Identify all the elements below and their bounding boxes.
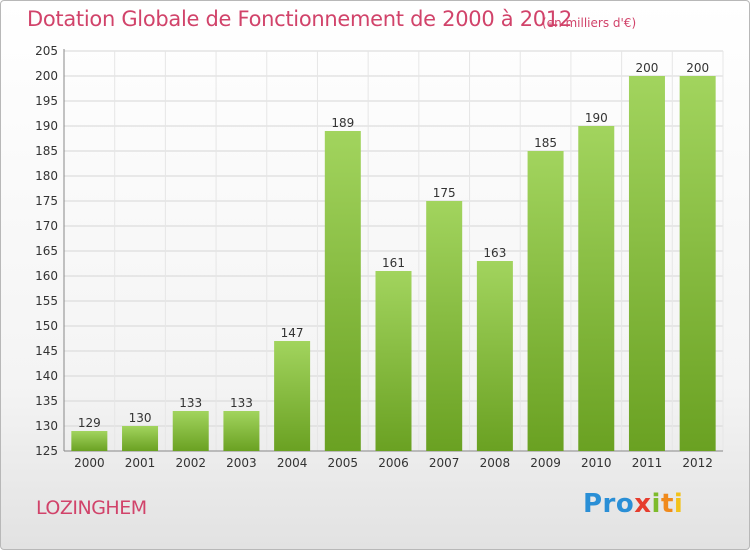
bar xyxy=(71,431,108,451)
y-tick-label: 160 xyxy=(35,269,58,283)
bar-value-label: 133 xyxy=(230,396,253,410)
bar xyxy=(628,76,665,451)
y-tick-label: 130 xyxy=(35,419,58,433)
commune-name: LOZINGHEM xyxy=(36,497,147,519)
x-tick-label: 2012 xyxy=(682,456,713,470)
bar xyxy=(426,201,463,451)
y-tick-label: 185 xyxy=(35,144,58,158)
y-tick-label: 155 xyxy=(35,294,58,308)
y-tick-label: 180 xyxy=(35,169,58,183)
x-tick-label: 2005 xyxy=(328,456,359,470)
bar-value-label: 161 xyxy=(382,256,405,270)
bar-value-label: 190 xyxy=(585,111,608,125)
x-tick-label: 2010 xyxy=(581,456,612,470)
bar xyxy=(375,271,412,451)
x-tick-label: 2011 xyxy=(632,456,663,470)
y-tick-label: 170 xyxy=(35,219,58,233)
bar-value-label: 129 xyxy=(78,416,101,430)
y-tick-label: 135 xyxy=(35,394,58,408)
x-tick-label: 2008 xyxy=(480,456,511,470)
y-tick-label: 140 xyxy=(35,369,58,383)
x-tick-label: 2009 xyxy=(530,456,561,470)
y-tick-label: 145 xyxy=(35,344,58,358)
x-tick-label: 2006 xyxy=(378,456,409,470)
y-tick-label: 175 xyxy=(35,194,58,208)
x-tick-label: 2002 xyxy=(175,456,206,470)
y-tick-label: 165 xyxy=(35,244,58,258)
bar xyxy=(274,341,311,451)
y-tick-label: 125 xyxy=(35,444,58,458)
x-tick-label: 2000 xyxy=(74,456,105,470)
bar-value-label: 185 xyxy=(534,136,557,150)
x-tick-label: 2001 xyxy=(125,456,156,470)
bar-value-label: 163 xyxy=(483,246,506,260)
bar xyxy=(324,131,361,451)
logo-part: t xyxy=(660,489,674,519)
bar-value-label: 175 xyxy=(433,186,456,200)
y-tick-label: 200 xyxy=(35,69,58,83)
logo-part: i xyxy=(651,489,661,519)
x-tick-label: 2007 xyxy=(429,456,460,470)
bar-value-label: 147 xyxy=(281,326,304,340)
chart-subtitle: (en milliers d'€) xyxy=(542,16,637,30)
bar-value-label: 130 xyxy=(129,411,152,425)
y-tick-label: 150 xyxy=(35,319,58,333)
bar xyxy=(172,411,209,451)
bar xyxy=(223,411,260,451)
proxiti-logo: Proxiti xyxy=(583,489,683,519)
y-tick-label: 205 xyxy=(35,44,58,58)
logo-part: i xyxy=(673,489,684,519)
y-tick-label: 190 xyxy=(35,119,58,133)
y-tick-label: 195 xyxy=(35,94,58,108)
logo-part: x xyxy=(634,489,652,519)
bar-value-label: 189 xyxy=(331,116,354,130)
bar-value-label: 200 xyxy=(636,61,659,75)
bar xyxy=(578,126,615,451)
bar xyxy=(679,76,716,451)
bar xyxy=(122,426,159,451)
bar xyxy=(476,261,513,451)
bar xyxy=(527,151,564,451)
x-tick-label: 2003 xyxy=(226,456,257,470)
bar-value-label: 200 xyxy=(686,61,709,75)
x-tick-label: 2004 xyxy=(277,456,308,470)
logo-part: Pro xyxy=(583,489,635,519)
bar-value-label: 133 xyxy=(179,396,202,410)
chart-title: Dotation Globale de Fonctionnement de 20… xyxy=(27,7,572,31)
